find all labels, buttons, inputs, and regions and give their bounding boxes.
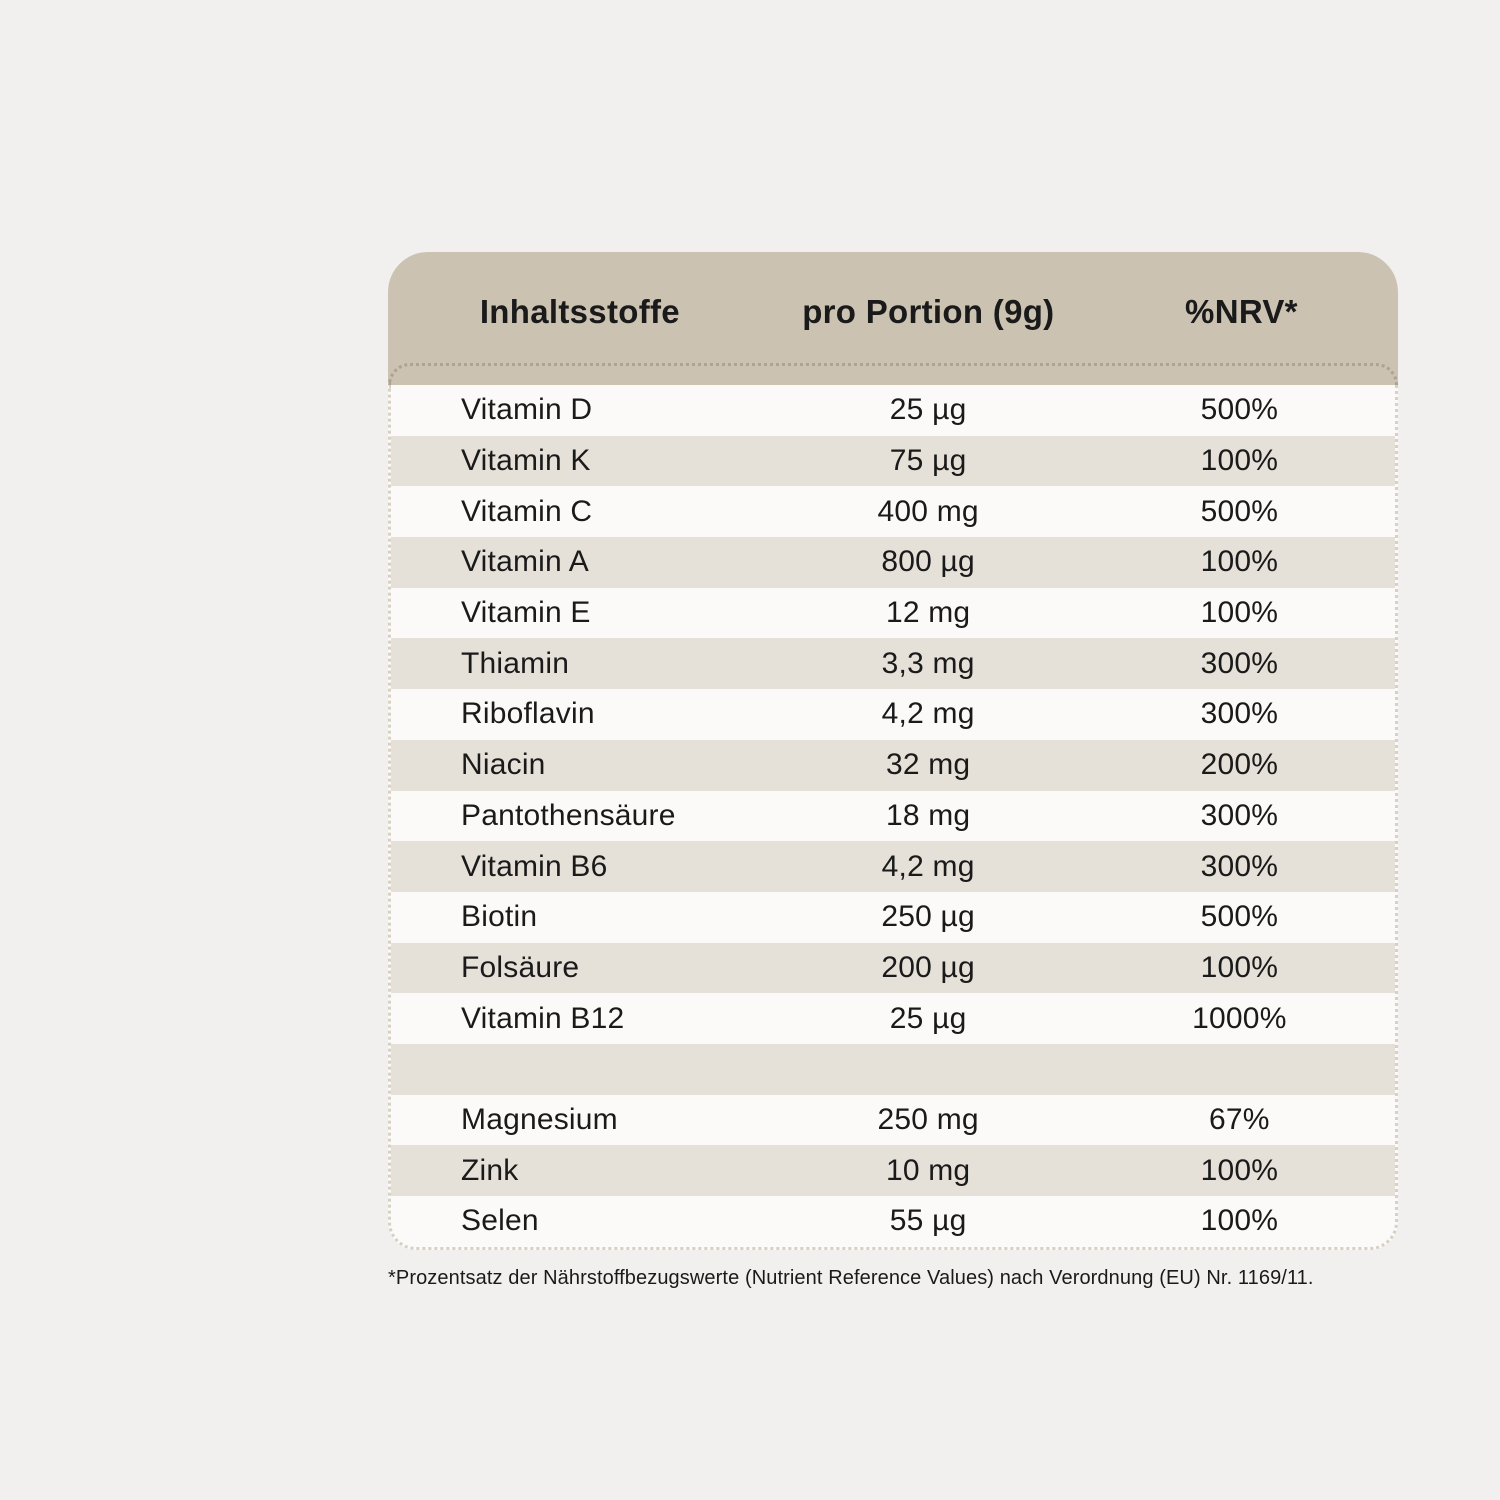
nutrition-table: Inhaltsstoffe pro Portion (9g) %NRV* Vit…: [388, 252, 1398, 1290]
table-row: Vitamin B6 4,2 mg 300%: [391, 841, 1395, 892]
table-row: Zink 10 mg 100%: [391, 1145, 1395, 1196]
column-header-nrv: %NRV*: [1185, 292, 1298, 330]
ingredient-name-cell: Riboflavin: [461, 697, 595, 731]
nrv-cell: 300%: [1200, 646, 1279, 680]
ingredient-name-cell: Biotin: [461, 900, 538, 934]
table-row: Folsäure 200 µg 100%: [391, 942, 1395, 994]
amount-cell: 4,2 mg: [881, 697, 975, 731]
header-dotted-divider: [388, 363, 1398, 385]
column-header-per-portion: pro Portion (9g): [802, 292, 1055, 330]
table-row: Vitamin C 400 mg 500%: [391, 486, 1395, 537]
table-row: Riboflavin 4,2 mg 300%: [391, 689, 1395, 740]
table-row: Vitamin K 75 µg 100%: [391, 435, 1395, 487]
nrv-cell: 100%: [1200, 1153, 1279, 1187]
nrv-cell: 500%: [1200, 393, 1279, 427]
table-row: Magnesium 250 mg 67%: [391, 1095, 1395, 1146]
table-body: Vitamin D 25 µg 500% Vitamin K 75 µg 100…: [388, 385, 1398, 1250]
amount-cell: 32 mg: [885, 748, 971, 782]
ingredient-name-cell: Magnesium: [461, 1102, 618, 1136]
nrv-cell: 100%: [1200, 1204, 1279, 1238]
ingredient-name-cell: Niacin: [461, 748, 546, 782]
amount-cell: 400 mg: [877, 494, 979, 528]
table-row: Biotin 250 µg 500%: [391, 892, 1395, 943]
nrv-cell: 300%: [1200, 798, 1279, 832]
amount-cell: 200 µg: [881, 950, 975, 984]
ingredient-name-cell: Vitamin B12: [461, 1001, 625, 1035]
table-row: Thiamin 3,3 mg 300%: [391, 638, 1395, 690]
ingredient-name-cell: Thiamin: [461, 646, 570, 680]
nrv-cell: 500%: [1200, 494, 1279, 528]
amount-cell: 250 µg: [881, 900, 975, 934]
table-row: Pantothensäure 18 mg 300%: [391, 791, 1395, 842]
nrv-cell: 300%: [1200, 849, 1279, 883]
ingredient-name-cell: Selen: [461, 1204, 539, 1238]
table-header-row: Inhaltsstoffe pro Portion (9g) %NRV*: [388, 252, 1398, 385]
table-row: Selen 55 µg 100%: [391, 1196, 1395, 1247]
table-row: Vitamin A 800 µg 100%: [391, 537, 1395, 588]
nrv-cell: 1000%: [1192, 1001, 1287, 1035]
ingredient-name-cell: Vitamin A: [461, 545, 589, 579]
nrv-cell: 100%: [1200, 596, 1279, 630]
amount-cell: 800 µg: [881, 545, 975, 579]
ingredient-name-cell: Vitamin E: [461, 596, 591, 630]
amount-cell: 10 mg: [885, 1153, 971, 1187]
amount-cell: 12 mg: [885, 596, 971, 630]
table-row: Niacin 32 mg 200%: [391, 739, 1395, 791]
nrv-cell: 100%: [1200, 545, 1279, 579]
ingredient-name-cell: Pantothensäure: [461, 798, 676, 832]
ingredient-name-cell: Vitamin K: [461, 444, 591, 478]
amount-cell: 250 mg: [877, 1102, 979, 1136]
amount-cell: 25 µg: [889, 393, 967, 427]
amount-cell: 4,2 mg: [881, 849, 975, 883]
amount-cell: 25 µg: [889, 1001, 967, 1035]
amount-cell: 3,3 mg: [881, 646, 975, 680]
table-row: Vitamin D 25 µg 500%: [391, 385, 1395, 436]
nrv-cell: 100%: [1200, 444, 1279, 478]
nrv-cell: 67%: [1209, 1102, 1270, 1136]
ingredient-name-cell: Folsäure: [461, 950, 580, 984]
table-row: Vitamin E 12 mg 100%: [391, 588, 1395, 639]
table-row: [391, 1043, 1395, 1095]
ingredient-name-cell: Vitamin C: [461, 494, 593, 528]
nrv-cell: 200%: [1200, 748, 1279, 782]
ingredient-name-cell: Vitamin B6: [461, 849, 608, 883]
nrv-cell: 500%: [1200, 900, 1279, 934]
ingredient-name-cell: Vitamin D: [461, 393, 593, 427]
nrv-cell: 100%: [1200, 950, 1279, 984]
column-header-ingredient: Inhaltsstoffe: [479, 292, 680, 330]
amount-cell: 18 mg: [885, 798, 971, 832]
amount-cell: 75 µg: [889, 444, 967, 478]
amount-cell: 55 µg: [889, 1204, 967, 1238]
nrv-footnote: *Prozentsatz der Nährstoffbezugswerte (N…: [388, 1266, 1314, 1289]
ingredient-name-cell: Zink: [461, 1153, 519, 1187]
nrv-cell: 300%: [1200, 697, 1279, 731]
table-row: Vitamin B12 25 µg 1000%: [391, 993, 1395, 1044]
